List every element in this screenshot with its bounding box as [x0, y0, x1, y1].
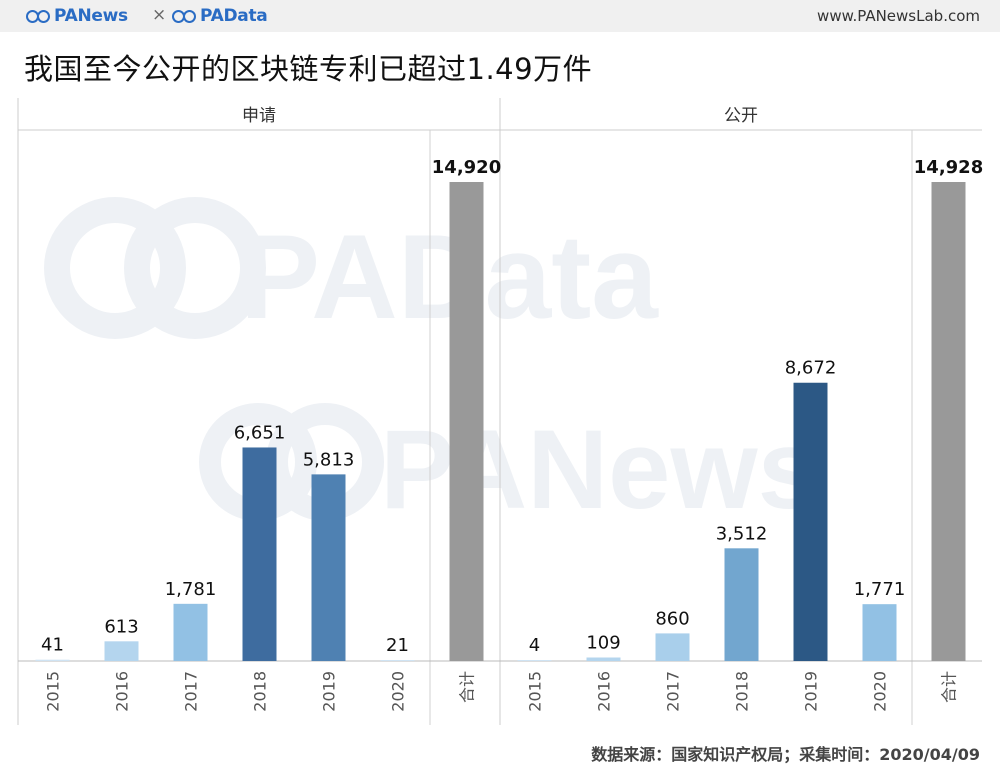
- bar-publication-2016: [586, 657, 621, 661]
- watermark-text-2: PANews: [380, 407, 820, 532]
- watermark-logo-icon: [44, 197, 186, 339]
- x-tick-application-2015: 2015: [44, 671, 63, 712]
- data-label-publication-2017: 860: [655, 608, 689, 629]
- x-tick-application-合计: 合计: [458, 671, 477, 703]
- site-url: www.PANewsLab.com: [817, 7, 980, 25]
- x-tick-publication-2016: 2016: [595, 671, 614, 712]
- bar-marks: 41 2015 613 2016 1,781 2017 6,651 2018 5,813 2019…: [35, 157, 983, 712]
- watermark: PAData PANews: [44, 197, 820, 532]
- data-label-publication-2016: 109: [586, 633, 620, 654]
- logo-separator: ×: [152, 5, 167, 25]
- bar-publication-2017: [655, 633, 690, 661]
- chart-title: 我国至今公开的区块链专利已超过1.49万件: [24, 52, 593, 86]
- x-tick-publication-2015: 2015: [526, 671, 545, 712]
- data-label-application-2015: 41: [41, 635, 64, 656]
- chart-frame: [17, 98, 982, 725]
- panews-logo: PANews: [26, 6, 128, 26]
- data-label-application-2018: 6,651: [234, 422, 286, 443]
- header-bar: PANews × PAData www.PANewsLab.com: [0, 0, 1000, 32]
- data-label-publication-2020: 1,771: [854, 579, 906, 600]
- bar-application-2019: [311, 474, 346, 661]
- data-label-application-合计: 14,920: [432, 157, 501, 178]
- bar-application-2020: [380, 660, 415, 661]
- bar-application-2016: [104, 641, 139, 661]
- x-tick-application-2018: 2018: [251, 671, 270, 712]
- padata-logo-text: PAData: [200, 6, 268, 26]
- x-tick-publication-合计: 合计: [940, 671, 959, 703]
- padata-logo: PAData: [172, 6, 268, 26]
- panel-title-application: 申请: [242, 106, 276, 126]
- data-label-publication-2018: 3,512: [716, 523, 768, 544]
- bar-application-2018: [242, 447, 277, 661]
- bar-application-合计: [449, 182, 484, 661]
- bar-publication-2019: [793, 382, 828, 661]
- data-label-publication-2019: 8,672: [785, 358, 837, 379]
- data-label-application-2017: 1,781: [165, 579, 217, 600]
- data-label-publication-合计: 14,928: [914, 157, 983, 178]
- x-tick-application-2019: 2019: [320, 671, 339, 712]
- bar-application-2017: [173, 603, 208, 661]
- data-label-application-2016: 613: [104, 616, 138, 637]
- panel-title-publication: 公开: [724, 106, 758, 126]
- x-tick-publication-2018: 2018: [733, 671, 752, 712]
- x-tick-publication-2019: 2019: [802, 671, 821, 712]
- x-tick-application-2017: 2017: [182, 671, 201, 712]
- bar-application-2015: [35, 659, 70, 661]
- bar-publication-2018: [724, 548, 759, 661]
- data-label-application-2019: 5,813: [303, 449, 355, 470]
- source-note: 数据来源：国家知识产权局；采集时间：2020/04/09: [591, 745, 980, 764]
- data-label-publication-2015: 4: [529, 635, 540, 656]
- padata-logo-icon: [172, 9, 198, 23]
- watermark-logo-icon-2: [124, 197, 266, 339]
- bar-publication-2020: [862, 604, 897, 661]
- x-tick-application-2020: 2020: [389, 671, 408, 712]
- bar-publication-合计: [931, 182, 966, 661]
- x-tick-publication-2020: 2020: [871, 671, 890, 712]
- x-tick-application-2016: 2016: [113, 671, 132, 712]
- x-tick-publication-2017: 2017: [664, 671, 683, 712]
- panews-logo-icon: [26, 9, 52, 23]
- data-label-application-2020: 21: [386, 635, 409, 656]
- bar-publication-2015: [517, 660, 552, 661]
- panews-logo-text: PANews: [54, 6, 128, 26]
